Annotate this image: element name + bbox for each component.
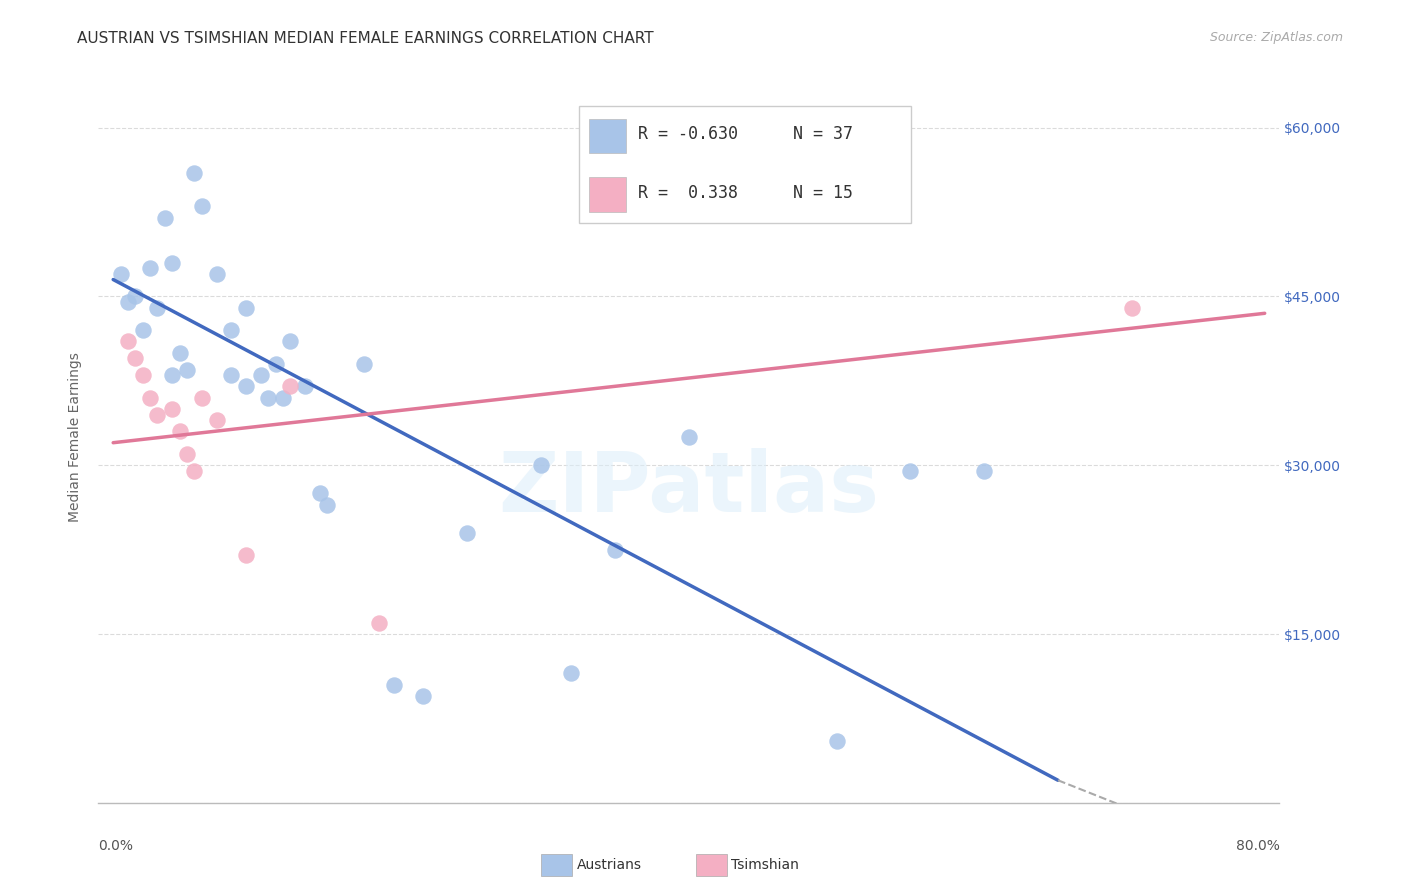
Point <box>183 166 205 180</box>
Point <box>153 211 176 225</box>
Point <box>219 323 242 337</box>
Point <box>162 255 183 269</box>
Point <box>278 379 302 393</box>
Point <box>264 357 287 371</box>
Point <box>117 295 139 310</box>
Text: R =  0.338: R = 0.338 <box>638 184 738 202</box>
Text: 0.0%: 0.0% <box>98 839 134 854</box>
Point <box>169 425 191 439</box>
Point <box>162 368 183 383</box>
Point <box>278 334 302 349</box>
Point <box>132 323 155 337</box>
Point <box>257 391 280 405</box>
Point <box>191 199 214 213</box>
Text: Source: ZipAtlas.com: Source: ZipAtlas.com <box>1209 31 1343 45</box>
Point <box>124 351 146 366</box>
Y-axis label: Median Female Earnings: Median Female Earnings <box>69 352 83 522</box>
Point <box>678 430 700 444</box>
Bar <box>589 178 626 211</box>
Text: R = -0.630: R = -0.630 <box>638 126 738 144</box>
Point <box>183 464 205 478</box>
Point <box>169 345 191 359</box>
Point <box>162 401 183 416</box>
Point <box>1121 301 1143 315</box>
Text: N = 37: N = 37 <box>793 126 853 144</box>
Point <box>117 334 139 349</box>
Text: Tsimshian: Tsimshian <box>731 858 799 872</box>
Point <box>900 464 922 478</box>
Point <box>605 542 627 557</box>
Point <box>132 368 155 383</box>
Point <box>235 301 257 315</box>
Text: N = 15: N = 15 <box>793 184 853 202</box>
Text: 80.0%: 80.0% <box>1236 839 1279 854</box>
Point <box>250 368 273 383</box>
Point <box>110 267 132 281</box>
Point <box>235 548 257 562</box>
Point <box>368 615 391 630</box>
Point <box>456 525 478 540</box>
Point <box>146 301 169 315</box>
Point <box>412 689 434 703</box>
Point <box>191 391 214 405</box>
Point <box>294 379 316 393</box>
Point <box>973 464 995 478</box>
Point <box>271 391 294 405</box>
Point <box>139 261 162 276</box>
Point <box>219 368 242 383</box>
Text: Austrians: Austrians <box>576 858 641 872</box>
Text: AUSTRIAN VS TSIMSHIAN MEDIAN FEMALE EARNINGS CORRELATION CHART: AUSTRIAN VS TSIMSHIAN MEDIAN FEMALE EARN… <box>77 31 654 46</box>
Point <box>530 458 553 473</box>
Point <box>316 498 339 512</box>
Point <box>205 413 228 427</box>
Text: ZIPatlas: ZIPatlas <box>499 448 879 529</box>
Point <box>124 289 146 303</box>
Point <box>309 486 332 500</box>
Point <box>353 357 375 371</box>
Point <box>176 447 198 461</box>
Point <box>560 666 582 681</box>
Point <box>146 408 169 422</box>
Point <box>382 678 405 692</box>
Point <box>205 267 228 281</box>
Point <box>139 391 162 405</box>
Point <box>176 362 198 376</box>
Point <box>235 379 257 393</box>
Bar <box>579 106 911 224</box>
Bar <box>589 119 626 153</box>
Point <box>825 734 848 748</box>
